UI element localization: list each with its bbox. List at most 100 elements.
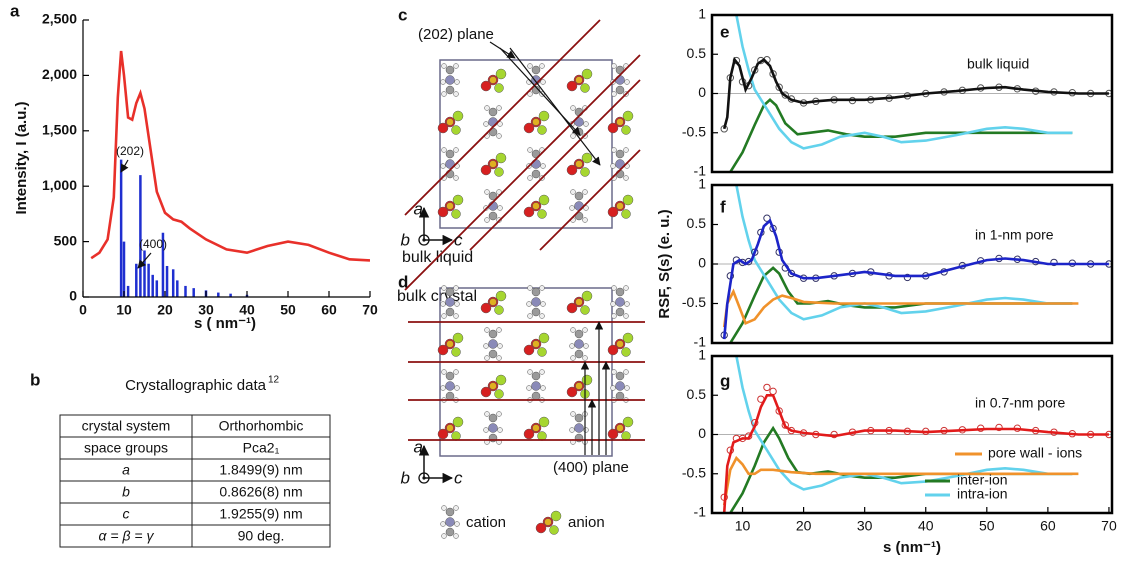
cation-atom <box>441 63 447 69</box>
cation-atom <box>440 163 446 169</box>
data-point <box>763 383 771 392</box>
cation-atom <box>483 343 489 349</box>
cation-atom <box>539 285 545 291</box>
anion-atom <box>537 347 547 357</box>
anion-atom <box>523 428 535 440</box>
cation-atom <box>574 423 584 433</box>
anion-atom <box>489 160 497 168</box>
series-line <box>722 56 1109 130</box>
anion-atom <box>495 374 507 386</box>
anion-atom <box>495 290 507 302</box>
table-cell: 1.8499(9) nm <box>219 462 302 478</box>
annotation-arrow <box>120 159 129 173</box>
anion-atom <box>494 167 504 177</box>
series-line <box>735 15 1073 150</box>
plot-area <box>720 356 1112 513</box>
data-point <box>769 387 777 396</box>
anion-atom <box>621 209 631 219</box>
cation-atom <box>454 79 460 85</box>
anion-atom <box>537 209 547 219</box>
cation-atom <box>569 427 575 433</box>
cation-atom <box>526 385 532 391</box>
annotation: (202) <box>116 144 144 158</box>
cation-atom <box>539 63 545 69</box>
cation-atom <box>624 301 630 307</box>
anion-atom <box>607 428 619 440</box>
anion-atom <box>549 525 559 535</box>
cation-atom <box>582 327 588 333</box>
anion-atom <box>616 340 624 348</box>
cation-atom <box>496 105 502 111</box>
cation-atom <box>610 301 616 307</box>
cation-atom <box>488 349 498 359</box>
anion-atom <box>532 118 540 126</box>
cation-atom <box>623 285 629 291</box>
table-cell: b <box>122 484 130 500</box>
table-title: Crystallographic data <box>125 377 267 394</box>
data-point <box>781 91 789 99</box>
data-point <box>763 214 771 222</box>
cation-atom <box>483 121 489 127</box>
cation-atom <box>582 355 588 361</box>
y-tick-label: 0.5 <box>687 45 707 61</box>
cation-atom <box>453 91 459 97</box>
cation-atom <box>441 313 447 319</box>
cation-atom <box>569 343 575 349</box>
axis-name: b <box>401 230 410 249</box>
cation-atom <box>445 371 455 381</box>
x-tick-label: 70 <box>1101 518 1117 534</box>
anion-atom <box>538 416 550 428</box>
y-tick-label: 500 <box>54 232 78 248</box>
cation-atom <box>570 189 576 195</box>
cation-atom <box>611 63 617 69</box>
cation-atom <box>624 79 630 85</box>
anion-atom <box>523 206 535 218</box>
cation-atom <box>441 533 447 539</box>
x-tick-label: 10 <box>116 302 132 318</box>
anion-atom <box>538 332 550 344</box>
x-tick-label: 30 <box>857 518 873 534</box>
lattice-plane <box>404 54 641 291</box>
x-tick-label: 10 <box>735 518 751 534</box>
y-tick-label: 0 <box>698 425 706 441</box>
cation-atom <box>484 327 490 333</box>
cation-atom <box>615 159 625 169</box>
cation-atom <box>497 343 503 349</box>
lattice-plane <box>539 149 641 251</box>
annotation-arrow <box>137 252 152 269</box>
cation-atom <box>496 133 502 139</box>
y-tick-label: 2,500 <box>42 11 77 27</box>
series-line <box>729 266 1073 343</box>
anion-atom <box>544 518 552 526</box>
data-point <box>903 273 912 282</box>
cation-atom <box>531 85 541 95</box>
x-axis-label: s (nm⁻¹) <box>883 539 941 556</box>
plane-label: (400) plane <box>553 459 629 476</box>
cation-atom <box>488 191 498 201</box>
cation-atom <box>484 411 490 417</box>
cation-atom <box>441 369 447 375</box>
data-point <box>744 257 753 266</box>
axis-out <box>418 234 430 246</box>
cation-atom <box>615 149 625 159</box>
cation-atom <box>496 327 502 333</box>
cation-atom <box>531 65 541 75</box>
cation-atom <box>483 427 489 433</box>
anion-atom <box>616 118 624 126</box>
anion-atom <box>535 522 547 534</box>
cation-atom <box>615 381 625 391</box>
anion-atom <box>523 122 535 134</box>
cation-atom <box>527 147 533 153</box>
anion-atom <box>437 206 449 218</box>
series-label: in 1-nm pore <box>975 227 1054 243</box>
plot-area <box>720 185 1112 343</box>
cation-atom <box>570 133 576 139</box>
cation-atom <box>615 297 625 307</box>
anion-atom <box>538 110 550 122</box>
anion-atom <box>446 202 454 210</box>
cation-atom <box>570 355 576 361</box>
cation-atom <box>531 391 541 401</box>
cation-atom <box>453 505 459 511</box>
anion-atom <box>437 344 449 356</box>
cation-atom <box>615 75 625 85</box>
